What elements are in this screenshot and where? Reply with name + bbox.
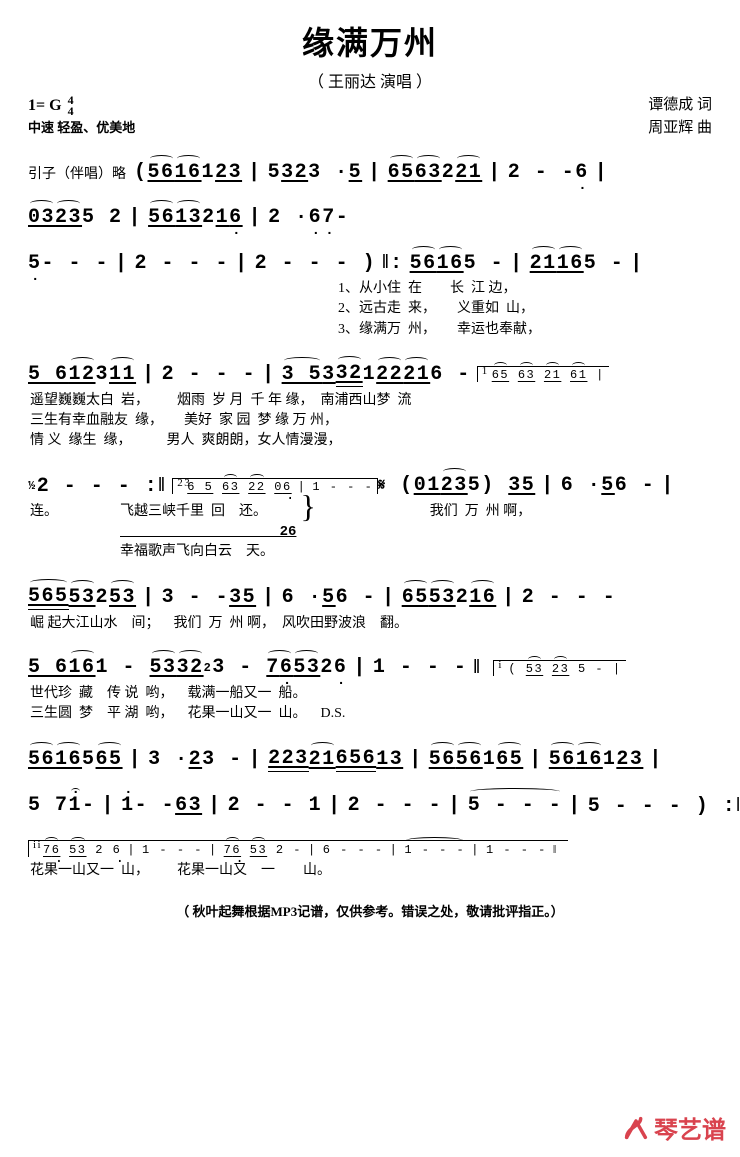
header-left: 1= G 4 4 中速 轻盈、优美地 xyxy=(28,94,135,139)
lyric-3-verse1: 1、从小住 在 长 江 边， xyxy=(338,279,712,299)
volta-ii: ii 76 53 2 6|1 - - -|76 53 2 -|6 - - -|1… xyxy=(28,840,568,857)
intro-prefix: 引子（伴唱）略 xyxy=(28,163,126,183)
lyric-5-stack-bot: 幸福歌声飞向白云 天。 xyxy=(120,542,296,562)
score-line-9: 5 7 1 -|1 - - 63|2 - - 1|2 - - -|5 - - -… xyxy=(28,794,712,818)
tempo-marking: 中速 轻盈、优美地 xyxy=(28,118,135,138)
score-line-5: ½2 - - - :‖ 23 6 5 63 22 06|1 - - - 𝄋 (0… xyxy=(28,474,712,498)
score-line-2: 03 23 5 2|56 13 2 16|2 · 6 7 - xyxy=(28,206,712,229)
lyricist-credit: 谭德成 词 xyxy=(648,94,712,117)
lyric-4-verse1: 遥望巍巍太白 岩， 烟雨 岁 月 千 年 缘， 南浦西山梦 流 xyxy=(30,391,712,411)
segno-mark: 𝄋 xyxy=(378,477,386,495)
volta-i: i( 53 23 5 - | xyxy=(493,660,625,676)
song-title: 缘满万州 xyxy=(28,18,712,64)
lyric-7-verse2: 三生圆 梦 平 湖 哟， 花果一山又一 山。 D.S. xyxy=(30,704,712,724)
score-line-4: 5 6 12 3 11|2 - - -|3 5 3 32 1 22 21 6 -… xyxy=(28,362,712,387)
site-watermark: 琴艺谱 xyxy=(622,1110,726,1145)
lyric-10: 花果一山又一 山， 花果一山又 一 山。 xyxy=(30,861,712,881)
header-row: 1= G 4 4 中速 轻盈、优美地 谭德成 词 周亚辉 曲 xyxy=(28,94,712,139)
watermark-text: 琴艺谱 xyxy=(654,1110,726,1145)
lyric-5-stack-mid: 26 xyxy=(120,522,296,542)
score-line-1: 引子（伴唱）略 ( 56 16 1 23|5 32 3 · 5|65 63 2 … xyxy=(28,161,712,184)
footnote: （ 秋叶起舞根据MP3记谱，仅供参考。错误之处，敬请批评指正。） xyxy=(28,901,712,920)
score-line-7: 5 6 16 1 - 53 32 23 - 76 53 2 6|1 - - -‖… xyxy=(28,656,712,680)
score-line-10: ii 76 53 2 6|1 - - -|76 53 2 -|6 - - -|1… xyxy=(28,840,712,857)
header-right: 谭德成 词 周亚辉 曲 xyxy=(648,94,712,139)
lyric-5-pre: 连。 xyxy=(30,502,118,522)
lyrics-block-3: 1、从小住 在 长 江 边， 2、远古走 来， 义重如 山， 3、缘满万 州， … xyxy=(28,279,712,340)
lyric-3-verse2: 2、远古走 来， 义重如 山， xyxy=(338,299,712,319)
lyrics-block-10: 花果一山又一 山， 花果一山又 一 山。 xyxy=(28,861,712,881)
lyric-7-verse1: 世代珍 藏 传 说 哟， 载满一船又一 船。 xyxy=(30,684,712,704)
score-line-6: 565 53 2 53|3 - - 35|6 · 5 6 -|65 53 2 1… xyxy=(28,585,712,610)
lyrics-block-7: 世代珍 藏 传 说 哟， 载满一船又一 船。 三生圆 梦 平 湖 哟， 花果一山… xyxy=(28,684,712,725)
lyric-5-post: 我们 万 州 啊， xyxy=(430,502,532,522)
lyrics-block-4: 遥望巍巍太白 岩， 烟雨 岁 月 千 年 缘， 南浦西山梦 流 三生有幸血融友 … xyxy=(28,391,712,452)
composer-credit: 周亚辉 曲 xyxy=(648,117,712,140)
volta-23: 23 6 5 63 22 06|1 - - - xyxy=(172,478,378,494)
watermark-icon xyxy=(622,1114,650,1142)
score-line-8: 56 16 5 65|3 · 2 3 -|223 21 656 13|56 56… xyxy=(28,747,712,772)
lyrics-block-5: 连。 飞越三峡千里 回 还。 26 幸福歌声飞向白云 天。 } 我们 万 州 啊… xyxy=(28,498,712,563)
lyric-3-verse3: 3、缘满万 州， 幸运也奉献， xyxy=(338,320,712,340)
key-label: 1= G xyxy=(28,97,62,114)
key-signature: 1= G 4 4 xyxy=(28,94,135,118)
performer-subtitle: （ 王丽达 演唱 ） xyxy=(28,68,712,92)
lyric-6: 崛 起大江山水 间； 我们 万 州 啊， 风吹田野波浪 翻。 xyxy=(30,614,712,634)
lyric-4-verse2: 三生有幸血融友 缘， 美好 家 园 梦 缘 万 州， xyxy=(30,411,712,431)
time-signature: 4 4 xyxy=(68,95,74,118)
lyric-4-verse3: 情 义 缘生 缘， 男人 爽朗朗，女人情漫漫， xyxy=(30,431,712,451)
time-bot: 4 xyxy=(68,106,74,117)
lyric-5-stack-top: 飞越三峡千里 回 还。 xyxy=(120,502,296,522)
brace-icon: } xyxy=(300,498,315,563)
lyrics-block-6: 崛 起大江山水 间； 我们 万 州 啊， 风吹田野波浪 翻。 xyxy=(28,614,712,634)
score-line-3: 5 - - -|2 - - -|2 - - - )‖:56 16 5 -|21 … xyxy=(28,251,712,275)
volta-1: 165 63 21 61 | xyxy=(477,366,609,382)
